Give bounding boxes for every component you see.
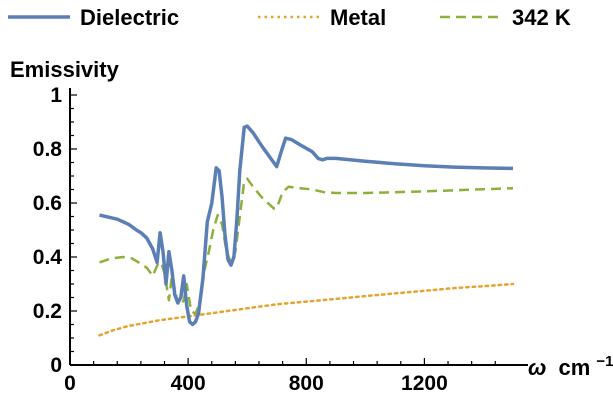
x-tick-label: 400 — [171, 372, 206, 395]
x-tick-label: 1200 — [401, 372, 448, 395]
y-tick-label: 0.8 — [33, 138, 63, 161]
y-axis-label: Emissivity — [10, 57, 120, 82]
x-axis-label: ω cm −1 — [528, 353, 613, 380]
legend: Dielectric Metal 342 K — [8, 5, 571, 30]
axes: 0 400 800 1200 0 0.2 0.4 0.6 0.8 1 — [33, 84, 528, 395]
y-tick-label: 0.6 — [33, 192, 62, 215]
y-tick-label: 0.4 — [33, 246, 63, 269]
series-line-dielectric — [99, 124, 514, 327]
x-axis-label-symbol: ω — [528, 355, 546, 380]
y-tick-label: 0.2 — [33, 300, 62, 323]
legend-label: 342 K — [512, 5, 571, 30]
x-tick-label: 0 — [64, 372, 76, 395]
legend-label: Dielectric — [80, 5, 179, 30]
series-line-metal — [98, 282, 515, 337]
legend-label: Metal — [330, 5, 386, 30]
series-layer — [98, 124, 515, 337]
x-axis-label-exponent: −1 — [596, 353, 613, 370]
y-tick-label: 0 — [50, 354, 62, 377]
y-tick-label: 1 — [50, 84, 62, 107]
x-axis-label-unit: cm — [558, 355, 590, 380]
series-line-342-k — [99, 177, 514, 315]
x-tick-label: 800 — [289, 372, 324, 395]
